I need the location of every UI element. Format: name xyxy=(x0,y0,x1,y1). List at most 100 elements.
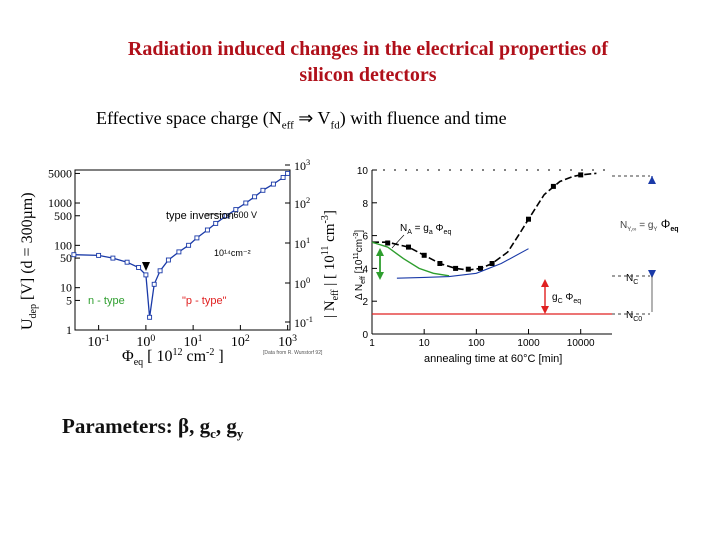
subtitle-pre: Effective space charge (N xyxy=(96,108,282,128)
left-x-ticks: 10-1 100 101 102 103 xyxy=(88,325,297,350)
left-y-tick-label: 1 xyxy=(66,323,72,337)
na-arrow-top-icon xyxy=(376,248,384,256)
na-pointer xyxy=(391,234,405,249)
right-y-tick-label: 4 xyxy=(362,264,368,275)
subtitle-post: ) with fluence and time xyxy=(339,108,507,128)
annealing-curve xyxy=(372,172,597,271)
left-y-axis-label: Udep [V] (d = 300µm) xyxy=(19,192,39,330)
udep-point xyxy=(213,220,219,226)
left-plot-frame xyxy=(74,169,291,331)
udep-point xyxy=(71,252,77,258)
annealing-point xyxy=(385,240,391,246)
left-data xyxy=(71,170,291,320)
udep-point xyxy=(151,281,157,287)
nc-label: NC xyxy=(626,273,638,286)
right-chart: 1 10 100 1000 10000 0 2 4 6 8 10 Δ Neff [1011cm-3… xyxy=(353,166,679,365)
udep-point xyxy=(110,255,116,261)
right-y-tick-label: 2 xyxy=(362,297,368,308)
annealing-point xyxy=(421,252,427,258)
left-y-tick-label: 50 xyxy=(60,251,72,265)
left-y2-tick-label: 101 xyxy=(294,236,310,251)
udep-point xyxy=(233,207,239,213)
annealing-point xyxy=(489,261,495,266)
subtitle-sub-fd: fd xyxy=(330,119,340,132)
gc-arrow-down-icon xyxy=(541,306,549,314)
udep-point xyxy=(252,194,258,200)
udep-point xyxy=(260,187,266,193)
na-arrow-icon xyxy=(376,272,384,280)
udep-point xyxy=(143,272,149,278)
type-inversion-label: type inversion xyxy=(166,210,234,222)
left-y-tick-label: 100 xyxy=(54,238,72,252)
ny-inf-label: NY,∞ = gY Φeq xyxy=(620,217,679,233)
right-x-tick-label: 10 xyxy=(419,338,431,349)
left-x-tick-label: 10-1 xyxy=(88,333,110,350)
left-x-tick-label: 101 xyxy=(184,333,203,350)
ny-arrow-icon xyxy=(648,176,656,184)
v600-label: ≈ 600 V xyxy=(226,210,257,220)
annealing-point xyxy=(526,216,531,222)
udep-point xyxy=(270,181,276,187)
udep-point xyxy=(157,268,163,274)
stable-damage-curve xyxy=(396,248,529,279)
udep-point xyxy=(280,175,286,180)
udep-point xyxy=(285,170,291,176)
inversion-marker-triangle xyxy=(142,262,150,271)
left-y2-tick-label: 10-1 xyxy=(294,315,313,330)
right-y-tick-label: 0 xyxy=(362,330,368,341)
udep-point xyxy=(96,252,102,258)
nc0-label: NC0 xyxy=(626,310,642,323)
right-y-ticks: 0 2 4 6 8 10 xyxy=(357,166,377,341)
annealing-point xyxy=(406,244,411,250)
gc-arrow-up-icon xyxy=(541,279,549,287)
na-decay-curve xyxy=(371,241,450,277)
udep-point xyxy=(204,227,210,233)
left-y-tick-label: 500 xyxy=(54,209,72,223)
right-x-tick-label: 1 xyxy=(369,338,375,349)
right-x-ticks: 1 10 100 1000 10000 xyxy=(369,329,595,349)
left-x-tick-label: 103 xyxy=(278,333,297,350)
annealing-point xyxy=(453,265,459,271)
left-y2-tick-label: 102 xyxy=(294,196,310,211)
n-type-label: n - type xyxy=(88,295,125,307)
left-y-tick-label: 5 xyxy=(66,293,72,307)
annealing-point xyxy=(478,265,483,271)
left-y2-tick-label: 100 xyxy=(294,276,310,291)
udep-point xyxy=(243,200,249,206)
udep-point xyxy=(165,257,171,263)
udep-point xyxy=(194,235,200,241)
subtitle-mid: V xyxy=(313,108,331,128)
data-credit: [Data from R. Wunstorf 92] xyxy=(263,350,323,356)
annealing-point xyxy=(465,266,471,272)
udep-point xyxy=(223,213,229,219)
left-y2-axis-label: | Neff | [ 1011 cm-3] xyxy=(320,210,341,318)
left-x-tick-label: 100 xyxy=(136,333,155,350)
na-label: NA = ga Φeq xyxy=(400,223,451,236)
annealing-point xyxy=(550,183,556,189)
fluence-unit-label: 10¹⁴cm⁻² xyxy=(214,248,251,258)
p-type-label: "p - type" xyxy=(182,295,227,307)
udep-point xyxy=(124,259,130,265)
title-line2: silicon detectors xyxy=(299,64,437,86)
implies-symbol: ⇒ xyxy=(298,108,314,128)
params-mid: , g xyxy=(215,414,237,438)
right-x-tick-label: 1000 xyxy=(517,338,540,349)
params-sub-c: c xyxy=(210,426,216,442)
params-sub-y: y xyxy=(236,426,244,442)
params-pre: Parameters: β, g xyxy=(62,414,211,438)
right-y-axis-label: Δ Neff [1011cm-3] xyxy=(353,230,367,300)
right-y-tick-label: 10 xyxy=(357,166,369,177)
left-x-tick-label: 102 xyxy=(231,333,250,350)
udep-point xyxy=(147,314,153,320)
annealing-point xyxy=(437,261,443,266)
slide-title: Radiation induced changes in the electri… xyxy=(0,36,720,88)
left-y-tick-label: 10 xyxy=(60,281,72,295)
udep-point xyxy=(186,242,192,248)
right-x-tick-label: 10000 xyxy=(567,338,595,349)
slide-subtitle: Effective space charge (Neff ⇒ Vfd) with… xyxy=(96,108,507,132)
right-y-tick-label: 6 xyxy=(362,232,368,243)
left-chart: 10-1 100 101 102 103 50001000500100501051103… xyxy=(19,158,341,368)
gc-label: gC Φeq xyxy=(552,292,581,305)
